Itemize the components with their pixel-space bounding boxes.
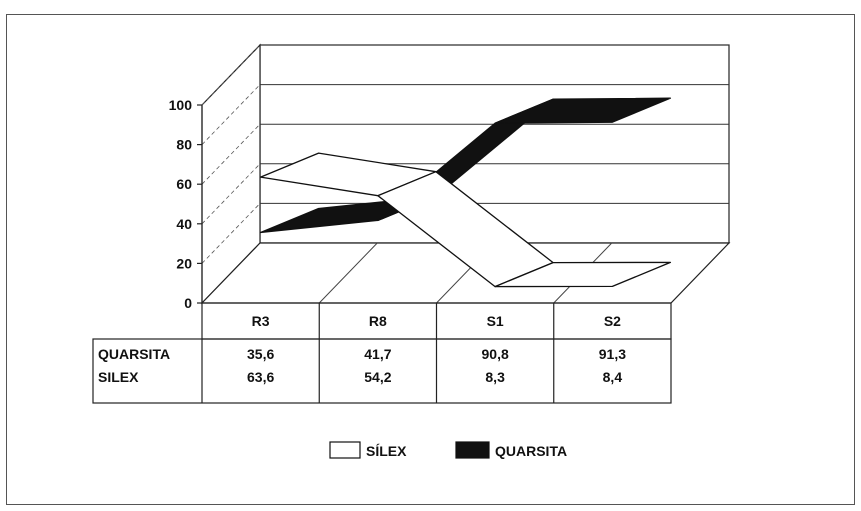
table-cell: 90,8 xyxy=(482,346,509,362)
legend-swatch xyxy=(455,441,490,459)
table-cell: 8,3 xyxy=(485,369,505,385)
y-tick-label: 80 xyxy=(176,137,192,153)
legend: SÍLEX QUARSITA xyxy=(329,441,567,459)
table-cell: 63,6 xyxy=(247,369,274,385)
y-tick-label: 20 xyxy=(176,255,192,271)
category-label: R8 xyxy=(369,313,387,329)
legend-label: QUARSITA xyxy=(495,443,567,459)
y-tick-label: 0 xyxy=(184,295,192,311)
table-body xyxy=(92,338,672,404)
chart-ribbons xyxy=(259,97,672,288)
y-tick-label: 40 xyxy=(176,216,192,232)
floor-division xyxy=(318,242,378,304)
category-label: S2 xyxy=(604,313,621,329)
data-table: R3 R8 S1 S2 QUARSITA 35,6 41,7 90,8 91,3 SILEX 63,… xyxy=(92,302,672,404)
category-label: S1 xyxy=(487,313,504,329)
category-label: R3 xyxy=(252,313,270,329)
table-cell: 8,4 xyxy=(603,369,623,385)
table-cell: 91,3 xyxy=(599,346,626,362)
legend-swatch xyxy=(329,441,361,459)
table-cell: 41,7 xyxy=(364,346,391,362)
legend-label: SÍLEX xyxy=(366,443,407,459)
table-cell: 35,6 xyxy=(247,346,274,362)
y-axis-ticks: 0 20 40 60 80 100 xyxy=(169,97,203,311)
table-cell: 54,2 xyxy=(364,369,391,385)
ribbon-segment xyxy=(494,261,672,288)
series-ribbon xyxy=(259,152,672,288)
table-row-label: SILEX xyxy=(98,369,139,385)
y-tick-label: 60 xyxy=(176,176,192,192)
table-row-label: QUARSITA xyxy=(98,346,170,362)
chart-frame xyxy=(6,14,855,505)
y-tick-label: 100 xyxy=(169,97,193,113)
ribbon-segment xyxy=(494,97,672,124)
